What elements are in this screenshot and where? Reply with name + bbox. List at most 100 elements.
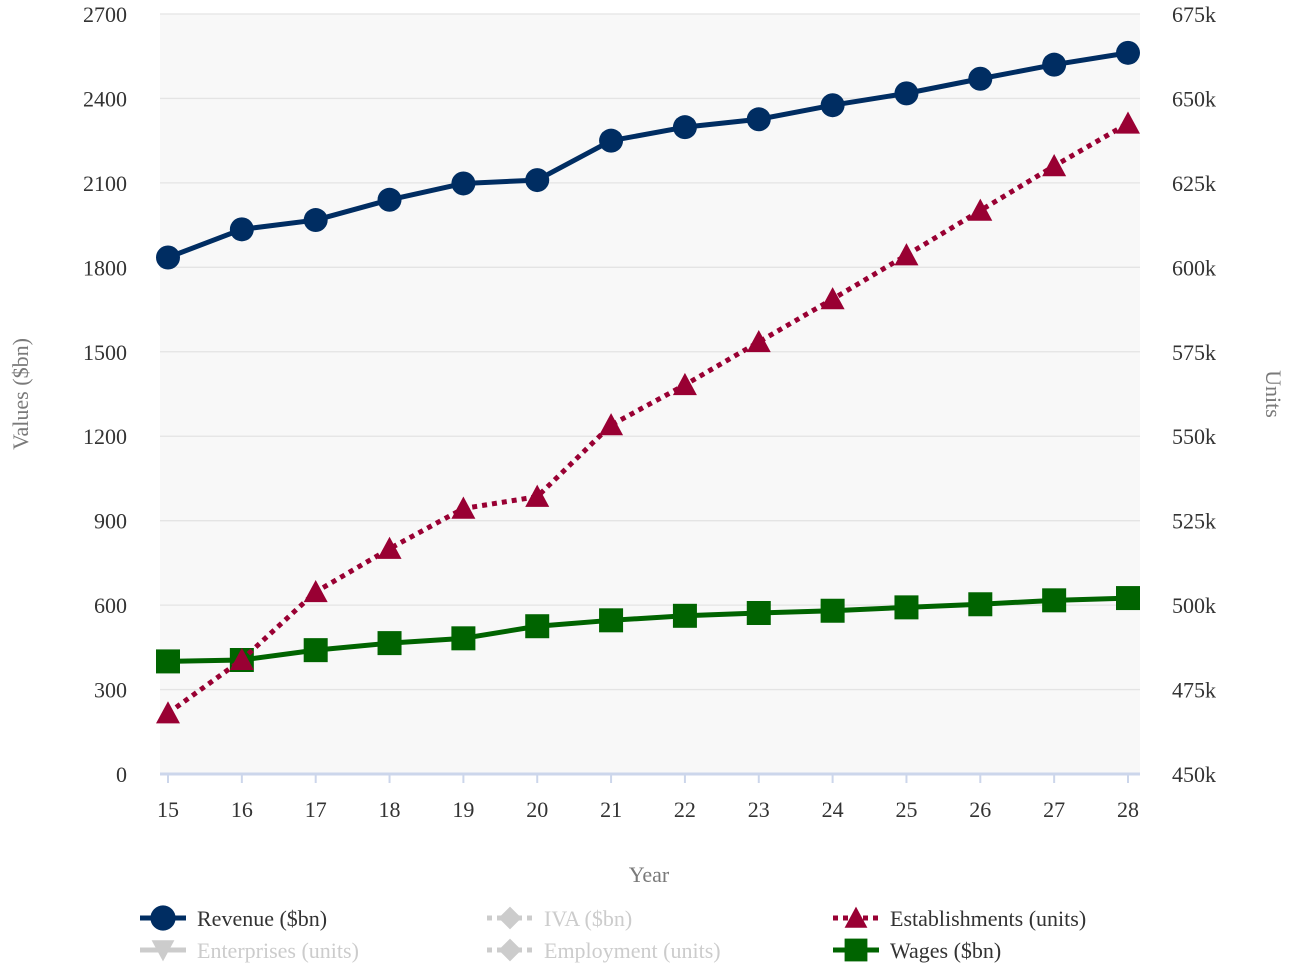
right-y-tick-label: 525k [1172,509,1216,534]
data-point [599,608,624,633]
x-axis: 15 16 17 18 19 20 21 22 23 24 25 26 27 28 [157,772,1140,822]
legend-label: Establishments (units) [890,906,1086,931]
data-point [894,595,919,620]
data-point [303,579,328,603]
data-point [1116,111,1140,134]
right-y-tick-label: 625k [1172,171,1216,196]
left-y-tick-label: 1800 [83,255,127,280]
data-point [1042,588,1067,613]
data-point [229,217,254,242]
x-tick-label: 27 [1043,797,1065,822]
data-point [894,81,919,106]
x-tick-label: 18 [379,797,401,822]
data-point [599,128,624,153]
legend-item-iva-bn: IVA ($bn) [487,906,632,931]
right-y-tick-label: 675k [1172,2,1216,27]
data-point [820,287,845,310]
data-point [746,329,771,353]
x-tick-label: 21 [600,797,622,822]
x-tick-label: 24 [822,797,844,822]
left-y-tick-label: 600 [94,593,127,618]
right-y-axis: 450k 475k 500k 525k 550k 575k 600k 625k 650k 675k [1172,2,1216,787]
left-y-tick-label: 1500 [83,340,127,365]
data-point [1116,40,1140,65]
data-point [377,536,402,559]
x-tick-label: 23 [748,797,770,822]
left-y-tick-label: 0 [116,762,127,787]
left-y-tick-label: 900 [94,509,127,534]
right-y-tick-label: 500k [1172,593,1216,618]
right-y-tick-label: 575k [1172,340,1216,365]
x-tick-label: 26 [969,797,991,822]
x-tick-label: 15 [157,797,179,822]
legend-item-employment-units: Employment (units) [487,938,721,963]
legend-marker [151,940,175,962]
series-layer [156,40,1140,724]
data-point [894,243,919,266]
data-point [968,592,993,617]
legend-item-establishments-units: Establishments (units) [833,906,1086,931]
series-line [167,50,1129,260]
left-y-tick-label: 2400 [83,86,127,111]
data-point [525,484,550,507]
x-tick-label: 16 [231,797,253,822]
legend-label: Employment (units) [544,938,721,963]
data-point [377,631,402,656]
left-y-axis-title: Values ($bn) [8,338,33,450]
x-tick-label: 25 [895,797,917,822]
data-point [303,208,328,233]
right-y-tick-label: 475k [1172,678,1216,703]
series-wages-bn [156,586,1140,674]
legend-label: IVA ($bn) [544,906,632,931]
right-y-tick-label: 650k [1172,86,1216,111]
data-point [303,638,328,663]
x-tick-label: 28 [1117,797,1139,822]
series-line [166,121,1130,716]
legend-marker [844,938,868,962]
data-point [229,647,254,671]
legend-marker [844,906,868,928]
data-point [451,171,476,196]
x-tick-label: 20 [526,797,548,822]
legend: Revenue ($bn) IVA ($bn) Establishments (un… [140,905,1086,963]
right-y-axis-title: Units [1261,370,1286,418]
data-point [746,600,771,625]
legend-marker [150,905,176,931]
data-point [525,168,550,193]
legend-item-revenue-bn: Revenue ($bn) [140,905,327,931]
data-point [820,93,845,118]
data-point [599,413,624,436]
data-point [156,701,180,724]
data-point [1116,586,1140,611]
legend-item-enterprises-units: Enterprises (units) [140,938,359,963]
data-point [820,598,845,623]
legend-marker [498,906,522,930]
right-y-tick-label: 600k [1172,255,1216,280]
x-tick-label: 22 [674,797,696,822]
left-y-tick-label: 2100 [83,171,127,196]
data-point [451,496,476,519]
left-y-tick-label: 2700 [83,2,127,27]
legend-item-wages-bn: Wages ($bn) [833,938,1001,963]
left-y-tick-label: 1200 [83,424,127,449]
left-y-tick-label: 300 [94,678,127,703]
legend-label: Revenue ($bn) [197,906,327,931]
x-tick-label: 19 [452,797,474,822]
series-line [167,595,1129,664]
data-point [156,245,180,270]
series-revenue-bn [156,40,1140,270]
legend-marker [498,938,522,962]
right-y-tick-label: 450k [1172,762,1216,787]
data-point [451,626,476,651]
left-y-axis: 0 300 600 900 1200 1500 1800 2100 2400 2700 [83,2,127,787]
right-y-tick-label: 550k [1172,424,1216,449]
data-point [1042,52,1067,77]
data-point [672,372,697,396]
data-point [672,603,697,628]
x-axis-title: Year [629,862,670,887]
data-point [525,614,550,639]
data-point [672,115,697,140]
data-point [1042,154,1067,177]
